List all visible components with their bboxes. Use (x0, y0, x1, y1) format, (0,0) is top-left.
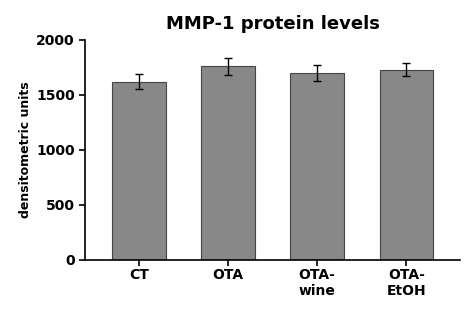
Title: MMP-1 protein levels: MMP-1 protein levels (165, 15, 380, 33)
Bar (201, 66, 255, 260)
Bar (291, 73, 344, 260)
Bar (380, 70, 433, 260)
Y-axis label: densitometric units: densitometric units (19, 82, 32, 218)
Bar (112, 82, 165, 260)
